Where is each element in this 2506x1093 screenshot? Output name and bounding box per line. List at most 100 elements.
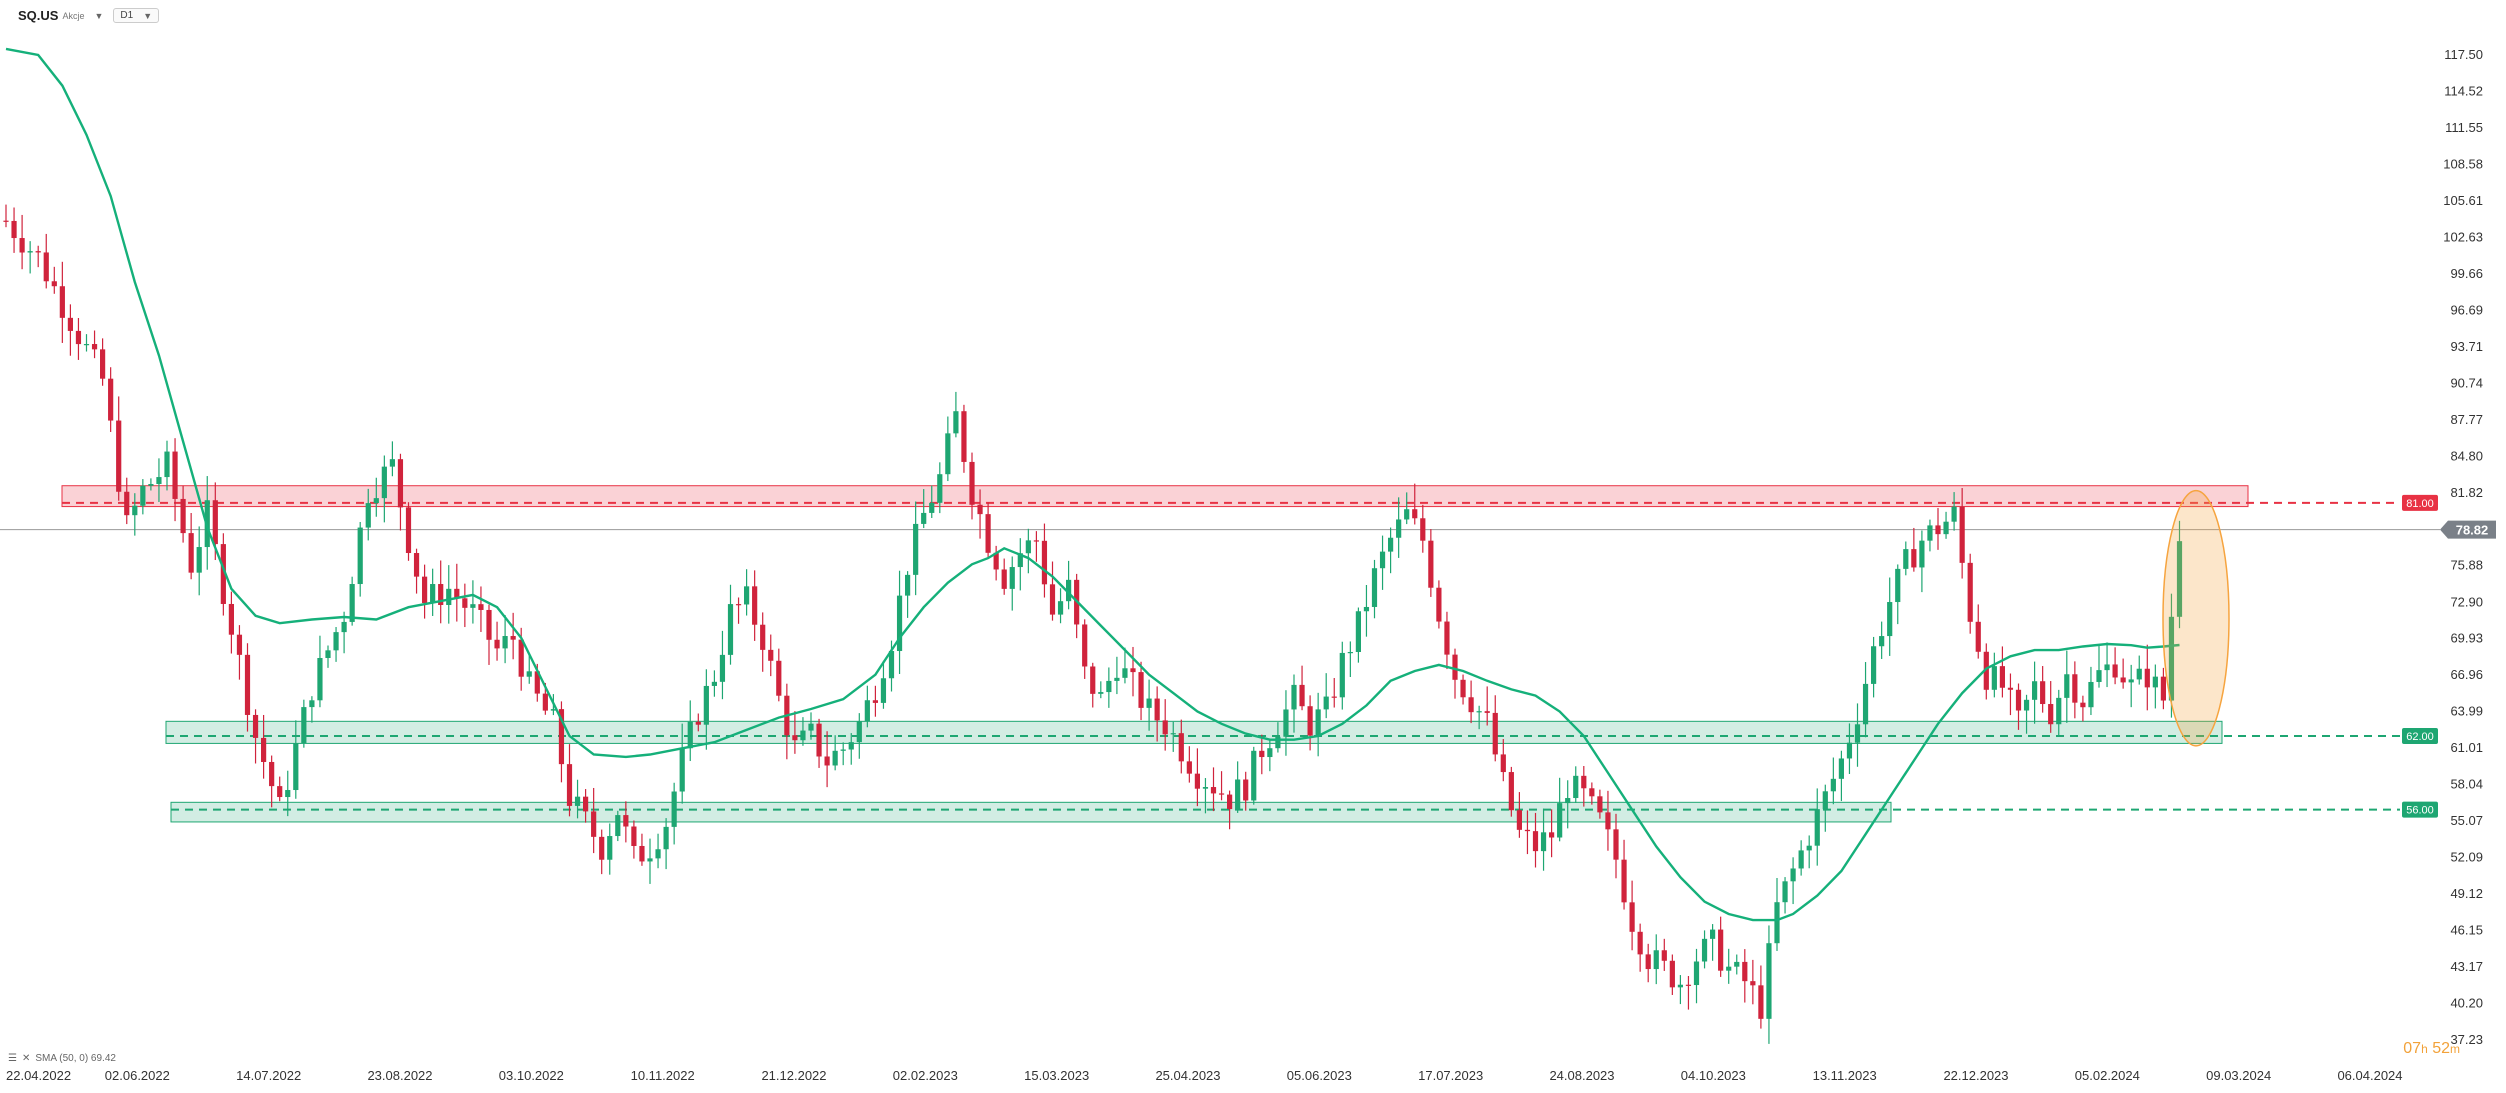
candle-body [1388,537,1394,552]
candle-body [301,707,307,744]
candle-body [2152,676,2158,688]
candle-body [1589,788,1595,797]
candle-body [550,709,556,711]
candle-body [1693,961,1700,986]
y-tick-label: 81.82 [2450,485,2483,500]
candle-body [1033,540,1039,542]
candle-body [365,503,371,528]
candle-body [236,634,243,655]
close-icon[interactable]: ✕ [21,1053,31,1064]
candle-body [623,815,629,827]
indicator-legend[interactable]: ☰ ✕ SMA (50, 0) 69.42 [8,1053,116,1064]
candle-body [252,714,259,738]
candle-body [1243,779,1249,801]
y-tick-label: 108.58 [2443,156,2483,171]
candle-body [2032,681,2038,700]
candle-body [1871,646,1877,684]
candle-body [1573,775,1579,799]
candle-body [446,588,452,605]
x-tick-label: 06.04.2024 [2337,1068,2402,1083]
y-tick-label: 40.20 [2450,996,2483,1011]
candle-body [2088,681,2094,708]
candle-body [148,484,154,486]
y-tick-label: 99.66 [2450,266,2483,281]
candle-body [405,507,412,554]
candle-body [422,576,428,603]
x-tick-label: 05.02.2024 [2075,1068,2140,1083]
candle-body [293,743,299,791]
candle-body [1838,758,1844,779]
candle-body [591,811,597,837]
candle-body [124,491,130,516]
candle-body [341,621,347,633]
candle-body [1122,668,1128,678]
symbol-dropdown-icon[interactable]: ▼ [94,10,104,21]
candle-body [1919,540,1925,568]
candle-body [969,461,975,505]
candle-body [116,420,122,492]
x-tick-label: 13.11.2023 [1813,1068,1877,1083]
y-tick-label: 61.01 [2450,740,2483,755]
level-badge [2402,801,2438,818]
candle-body [2015,689,2022,711]
candle-body [1331,696,1337,698]
candle-body [2048,704,2054,725]
candle-body [1291,684,1297,710]
candle-body [1653,950,1659,970]
candle-body [1017,553,1023,568]
candle-body [961,411,967,462]
candle-body [2136,668,2142,680]
candle-body [462,598,468,608]
candle-body [1983,651,1989,690]
candle-body [526,671,532,677]
candle-body [11,220,17,239]
candle-body [695,721,701,725]
level-badge-label: 56.00 [2406,805,2434,817]
candle-body [196,547,202,573]
candle-body [840,749,846,751]
candle-body [872,700,878,703]
last-price-label: 78.82 [2456,523,2489,538]
candle-body [1750,981,1756,986]
y-tick-label: 87.77 [2450,412,2483,427]
candle-body [2064,674,2070,698]
y-tick-label: 105.61 [2443,193,2483,208]
candle-body [744,586,750,605]
candle-body [1774,902,1780,944]
candle-body [639,845,645,862]
candle-body [2112,664,2118,678]
candle-body [735,604,742,606]
candle-body [1130,668,1136,673]
candle-body [921,512,927,524]
y-tick-label: 117.50 [2444,47,2483,62]
x-tick-label: 04.10.2023 [1681,1068,1746,1083]
candle-body [1975,621,1981,652]
candle-body [832,750,838,766]
candle-body [1371,568,1378,607]
level-badge [2402,728,2438,745]
candle-body [1943,521,1949,535]
candle-body [1887,602,1893,637]
settings-icon[interactable]: ☰ [8,1053,17,1064]
timer-minutes: 52 [2432,1040,2450,1057]
x-tick-label: 25.04.2023 [1155,1068,1220,1083]
candle-body [389,459,395,467]
y-tick-label: 55.07 [2450,813,2483,828]
candle-body [510,636,516,640]
candle-body [574,796,581,806]
x-tick-label: 24.08.2023 [1549,1068,1614,1083]
candle-body [220,544,226,604]
candle-body [2160,676,2166,701]
symbol-label[interactable]: SQ.US [18,8,59,23]
y-tick-label: 63.99 [2450,704,2483,719]
candle-body [1734,961,1740,967]
candle-body [848,742,854,750]
candle-body [792,735,798,741]
candle-body [913,523,919,575]
candle-body [1846,742,1853,759]
candle-body [1259,750,1265,758]
timeframe-select[interactable]: D1 ▼ [113,8,160,23]
candle-body [132,505,138,516]
candle-body [1138,672,1144,708]
